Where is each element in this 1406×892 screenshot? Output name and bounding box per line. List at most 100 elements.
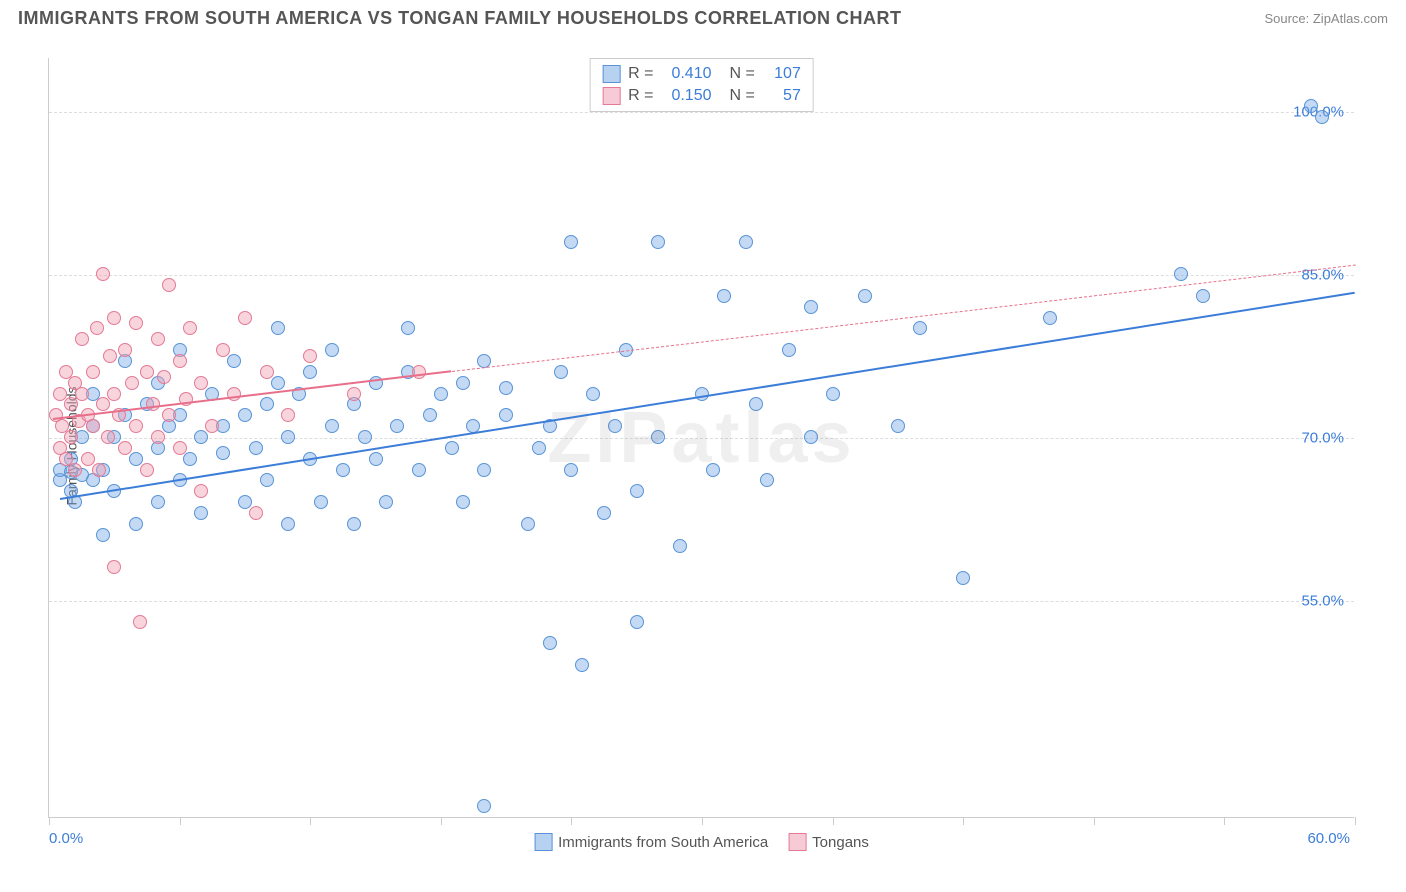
data-point [1196,289,1210,303]
data-point [129,316,143,330]
data-point [86,365,100,379]
data-point [96,397,110,411]
data-point [445,441,459,455]
data-point [564,235,578,249]
data-point [597,506,611,520]
data-point [205,419,219,433]
data-point [543,636,557,650]
data-point [260,473,274,487]
data-point [103,349,117,363]
gridline [49,601,1354,602]
data-point [477,463,491,477]
legend-label: Tongans [812,834,869,851]
data-point [521,517,535,531]
data-point [1174,267,1188,281]
x-tick [1094,817,1095,825]
x-tick [963,817,964,825]
data-point [804,430,818,444]
data-point [81,452,95,466]
data-point [423,408,437,422]
x-max-label: 60.0% [1307,830,1350,847]
data-point [499,408,513,422]
data-point [434,387,448,401]
data-point [749,397,763,411]
data-point [129,419,143,433]
data-point [303,365,317,379]
data-point [575,658,589,672]
data-point [358,430,372,444]
correlation-legend: R =0.410N =107R =0.150N =57 [589,58,814,112]
data-point [68,463,82,477]
data-point [140,463,154,477]
gridline [49,275,1354,276]
data-point [913,321,927,335]
data-point [53,387,67,401]
data-point [216,446,230,460]
n-value: 57 [763,87,801,105]
data-point [303,349,317,363]
r-label: R = [628,65,653,83]
data-point [129,517,143,531]
data-point [586,387,600,401]
x-tick [1224,817,1225,825]
data-point [96,528,110,542]
data-point [183,321,197,335]
data-point [336,463,350,477]
legend-swatch [602,65,620,83]
data-point [173,441,187,455]
r-value: 0.410 [662,65,712,83]
x-tick [571,817,572,825]
data-point [891,419,905,433]
data-point [194,376,208,390]
x-min-label: 0.0% [49,830,83,847]
legend-row: R =0.410N =107 [602,63,801,85]
n-label: N = [730,87,755,105]
gridline [49,438,1354,439]
n-value: 107 [763,65,801,83]
data-point [238,495,252,509]
r-label: R = [628,87,653,105]
data-point [238,311,252,325]
legend-swatch [602,87,620,105]
data-point [651,430,665,444]
data-point [1043,311,1057,325]
data-point [608,419,622,433]
data-point [673,539,687,553]
source-label: Source: ZipAtlas.com [1264,11,1388,26]
data-point [271,376,285,390]
data-point [554,365,568,379]
data-point [456,376,470,390]
data-point [96,267,110,281]
chart-title: IMMIGRANTS FROM SOUTH AMERICA VS TONGAN … [18,8,902,29]
data-point [194,484,208,498]
gridline [49,112,1354,113]
data-point [325,343,339,357]
data-point [379,495,393,509]
x-tick [702,817,703,825]
data-point [107,387,121,401]
data-point [64,430,78,444]
data-point [956,571,970,585]
data-point [107,311,121,325]
x-tick [49,817,50,825]
data-point [456,495,470,509]
data-point [238,408,252,422]
data-point [125,376,139,390]
data-point [92,463,106,477]
data-point [140,365,154,379]
x-tick [310,817,311,825]
x-tick [441,817,442,825]
data-point [717,289,731,303]
data-point [630,484,644,498]
data-point [249,441,263,455]
data-point [107,560,121,574]
data-point [499,381,513,395]
data-point [401,321,415,335]
data-point [64,397,78,411]
data-point [249,506,263,520]
data-point [151,430,165,444]
data-point [157,370,171,384]
data-point [390,419,404,433]
series-legend: Immigrants from South AmericaTongans [534,833,869,851]
data-point [826,387,840,401]
